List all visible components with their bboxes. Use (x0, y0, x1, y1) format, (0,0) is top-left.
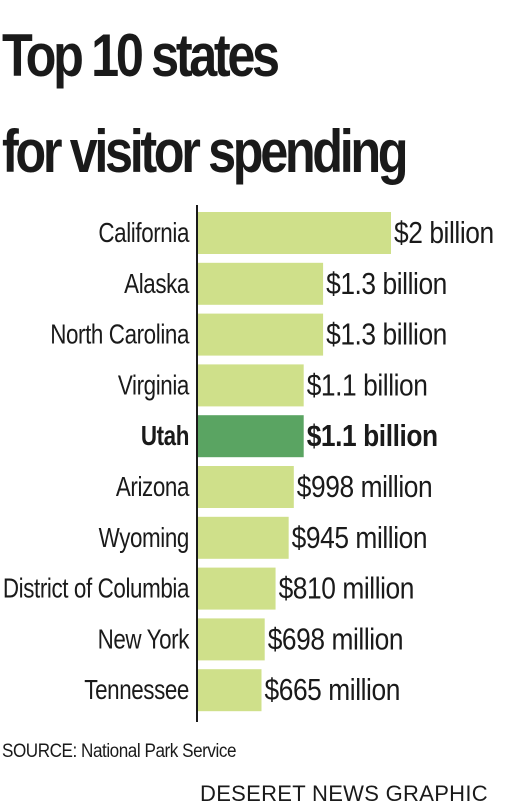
title-line-1: Top 10 states (2, 22, 280, 89)
value-label-district-of-columbia: $810 million (279, 572, 414, 606)
bar-tennessee (197, 669, 262, 712)
graphic-credit: DESERET NEWS GRAPHIC (200, 781, 488, 806)
value-label-tennessee: $665 million (265, 673, 400, 707)
value-label-arizona: $998 million (297, 470, 432, 504)
bar-new-york (197, 618, 265, 661)
category-label-virginia: Virginia (118, 370, 190, 401)
category-label-california: California (98, 218, 190, 249)
category-label-arizona: Arizona (116, 472, 190, 503)
category-label-wyoming: Wyoming (99, 523, 189, 554)
bar-utah (197, 415, 304, 458)
category-label-alaska: Alaska (124, 269, 190, 300)
bar-wyoming (197, 516, 289, 559)
value-label-virginia: $1.1 billion (307, 368, 428, 402)
value-label-north-carolina: $1.3 billion (326, 318, 447, 352)
bar-virginia (197, 364, 304, 407)
bar-alaska (197, 262, 324, 305)
value-label-alaska: $1.3 billion (326, 267, 447, 301)
value-label-wyoming: $945 million (292, 521, 427, 555)
category-label-utah: Utah (141, 421, 189, 452)
category-label-tennessee: Tennessee (84, 675, 189, 706)
category-label-new-york: New York (98, 624, 190, 655)
title-line-2: for visitor spending (2, 118, 409, 185)
bar-chart: California $2 billion Alaska $1.3 billion No… (3, 205, 494, 722)
value-label-new-york: $698 million (268, 622, 403, 656)
bar-north-carolina (197, 313, 324, 356)
category-label-north-carolina: North Carolina (50, 319, 190, 350)
bar-district-of-columbia (197, 567, 276, 610)
bar-california (197, 212, 391, 254)
chart-title: Top 10 states for visitor spending (2, 8, 409, 200)
bar-arizona (197, 466, 294, 508)
value-label-california: $2 billion (394, 216, 494, 250)
value-label-utah: $1.1 billion (307, 419, 438, 453)
category-label-district-of-columbia: District of Columbia (3, 573, 190, 604)
source-note: SOURCE: National Park Service (2, 741, 237, 762)
